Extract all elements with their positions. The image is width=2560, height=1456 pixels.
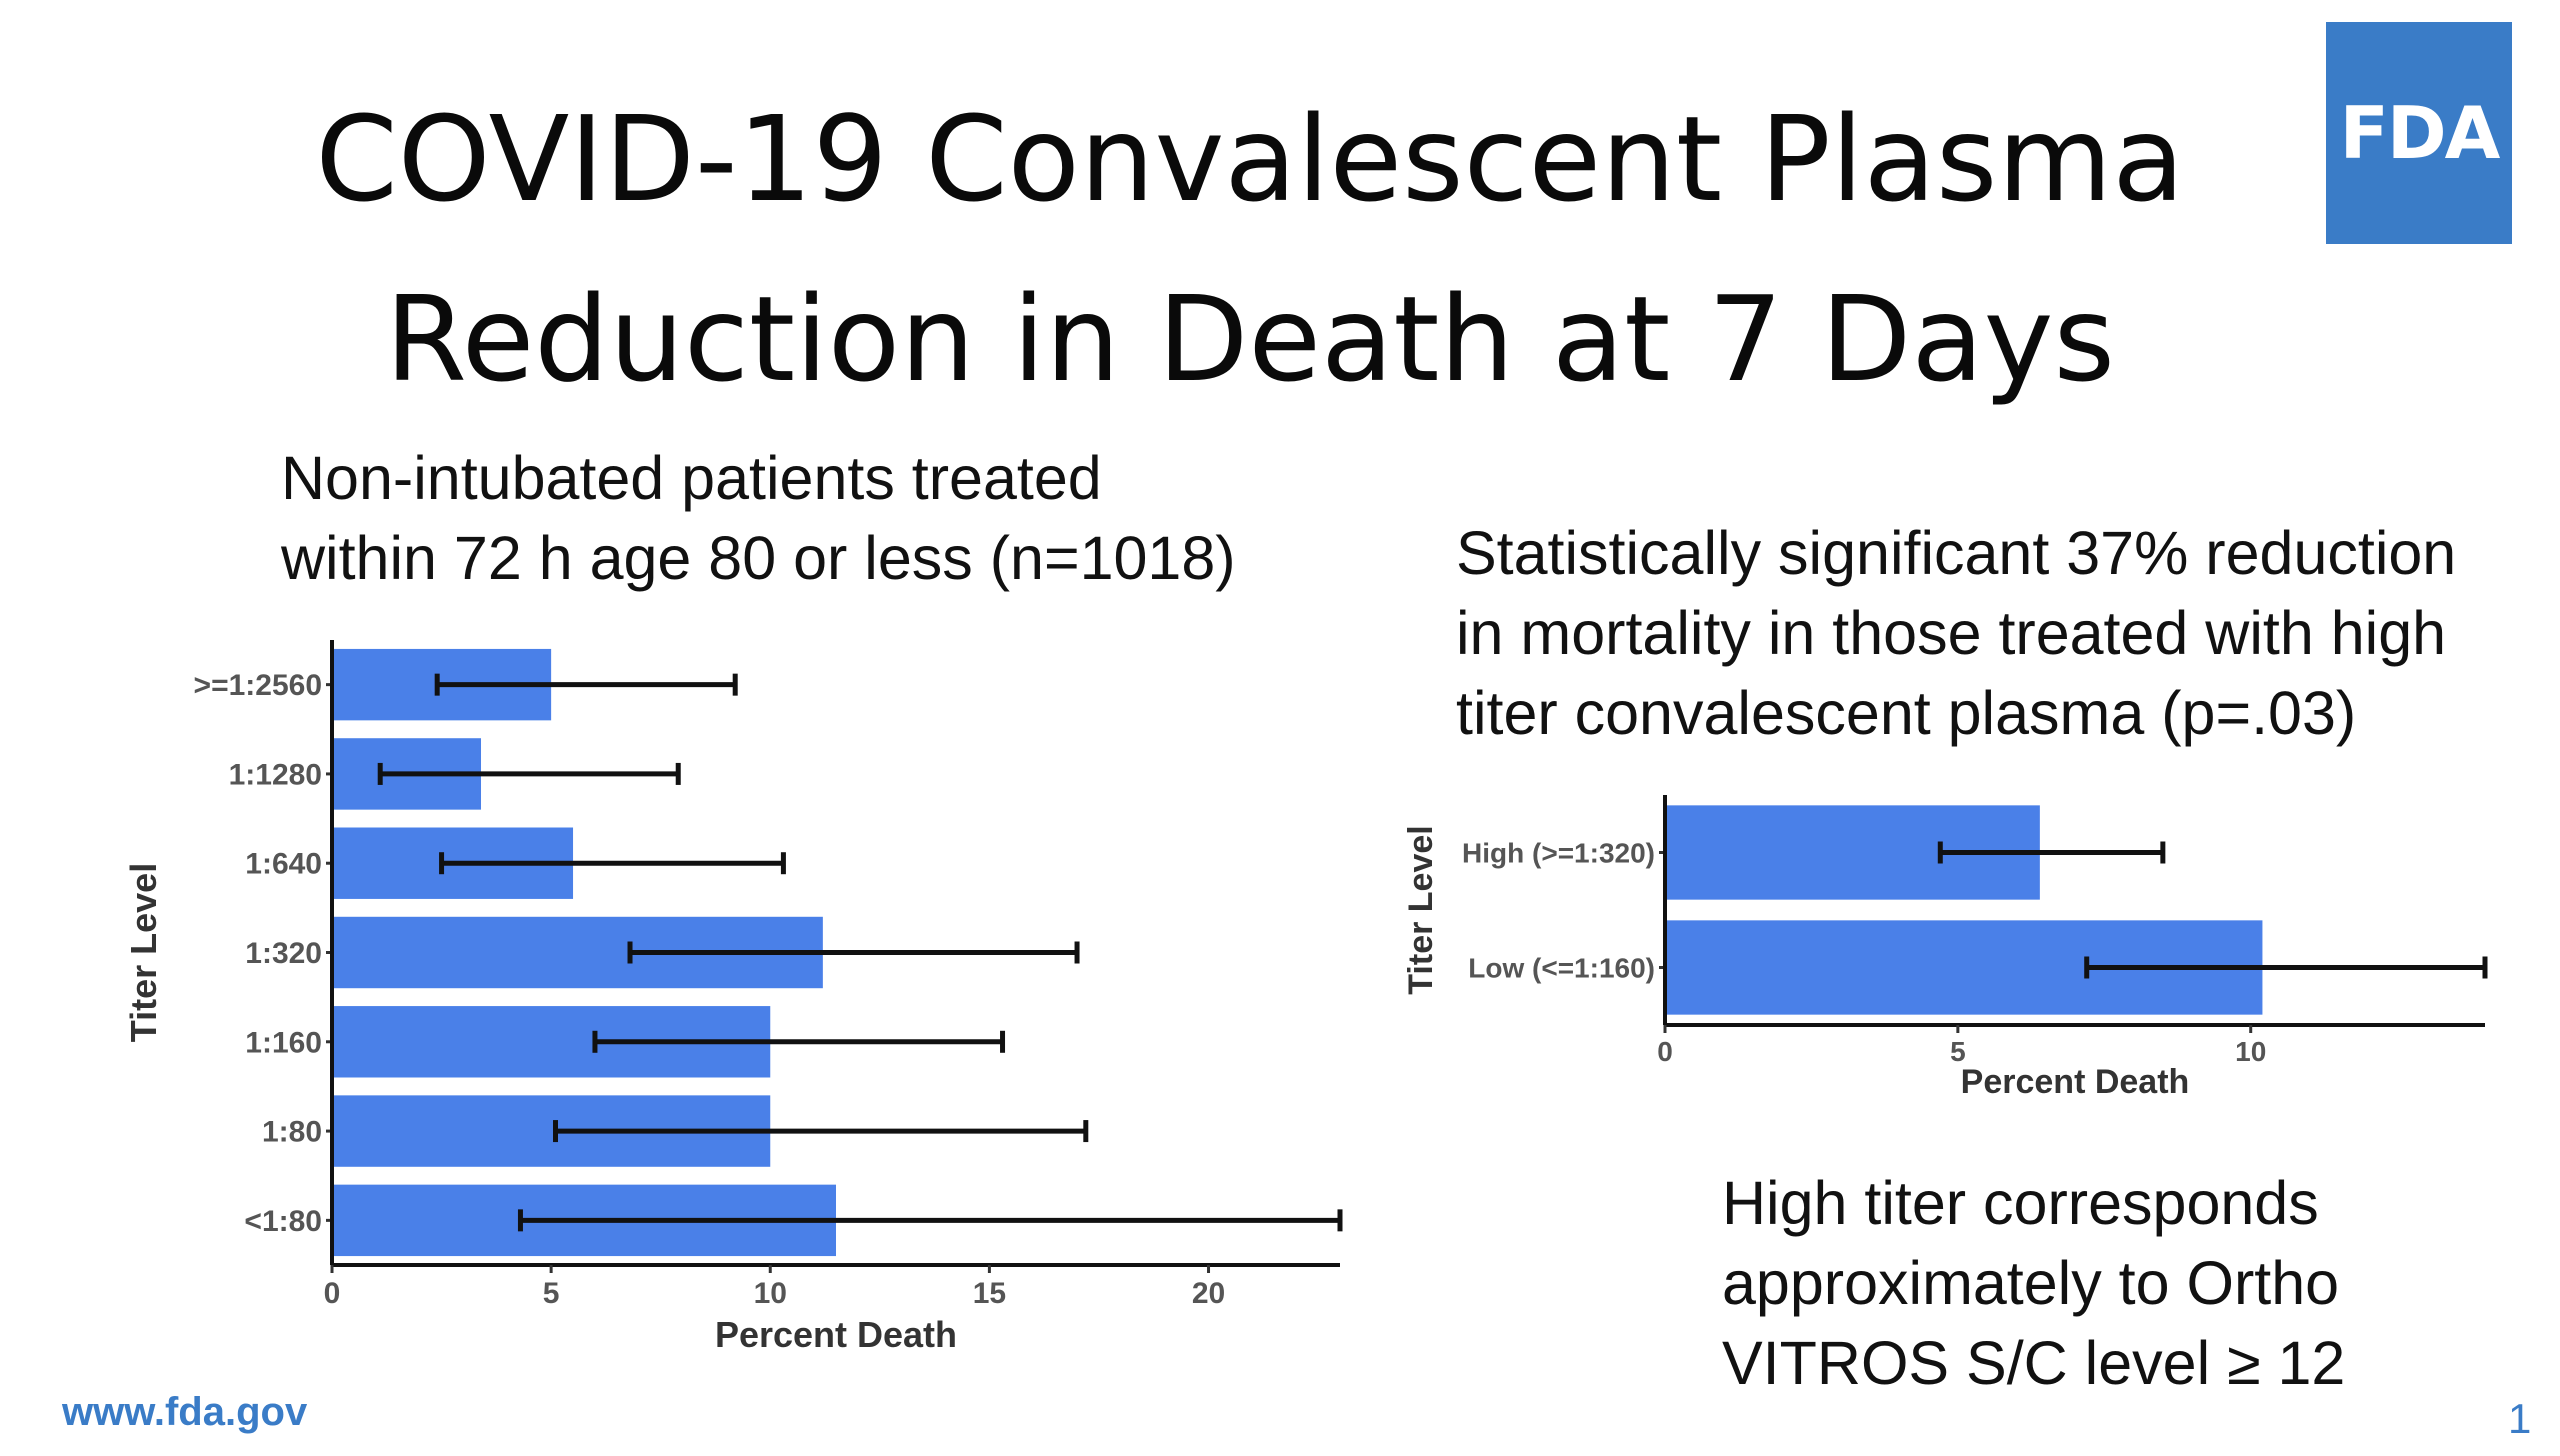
left-subtitle-line: Non-intubated patients treated [281, 444, 1102, 512]
significance-line: in mortality in those treated with high [1456, 599, 2447, 667]
titer-note-line: High titer corresponds [1722, 1169, 2319, 1237]
x-tick-label: 20 [1192, 1277, 1225, 1310]
category-label: >=1:2560 [194, 669, 322, 702]
footer-url-link[interactable]: www.fda.gov [62, 1390, 308, 1434]
significance-line: Statistically significant 37% reduction [1456, 519, 2457, 587]
category-label: 1:160 [245, 1026, 322, 1059]
left-subtitle-line: within 72 h age 80 or less (n=1018) [281, 524, 1236, 592]
x-axis-title: Percent Death [715, 1314, 957, 1355]
y-axis-title: Titer Level [123, 863, 164, 1042]
fda-logo: FDA [2326, 22, 2512, 244]
category-label: 1:640 [245, 848, 322, 881]
titer-note: High titer corresponds approximately to … [1722, 1163, 2345, 1403]
x-tick-label: 5 [543, 1277, 560, 1310]
fda-logo-text: FDA [2339, 91, 2501, 175]
category-label: Low (<=1:160) [1468, 952, 1655, 983]
significance-statement: Statistically significant 37% reduction … [1456, 513, 2456, 753]
slide-number: 1 [2508, 1395, 2532, 1442]
slide-title-line-1: COVID-19 Convalescent Plasma [315, 90, 2185, 228]
x-tick-label: 5 [1950, 1036, 1966, 1067]
y-axis-title: Titer Level [1402, 825, 1440, 994]
category-label: High (>=1:320) [1462, 837, 1655, 868]
x-axis-title: Percent Death [1961, 1063, 2190, 1101]
category-label: 1:80 [262, 1116, 322, 1149]
x-tick-label: 10 [2235, 1036, 2266, 1067]
titer-note-line: approximately to Ortho [1722, 1249, 2340, 1317]
titer-note-line: VITROS S/C level ≥ 12 [1722, 1329, 2346, 1397]
x-tick-label: 0 [1657, 1036, 1673, 1067]
left-chart-subtitle: Non-intubated patients treated within 72… [281, 438, 1236, 598]
x-tick-label: 10 [754, 1277, 787, 1310]
category-label: 1:320 [245, 937, 322, 970]
significance-line: titer convalescent plasma (p=.03) [1456, 679, 2357, 747]
x-tick-label: 0 [324, 1277, 341, 1310]
category-label: <1:80 [244, 1205, 322, 1238]
category-label: 1:1280 [229, 758, 322, 791]
x-tick-label: 15 [973, 1277, 1006, 1310]
slide-title-line-2: Reduction in Death at 7 Days [385, 270, 2115, 408]
